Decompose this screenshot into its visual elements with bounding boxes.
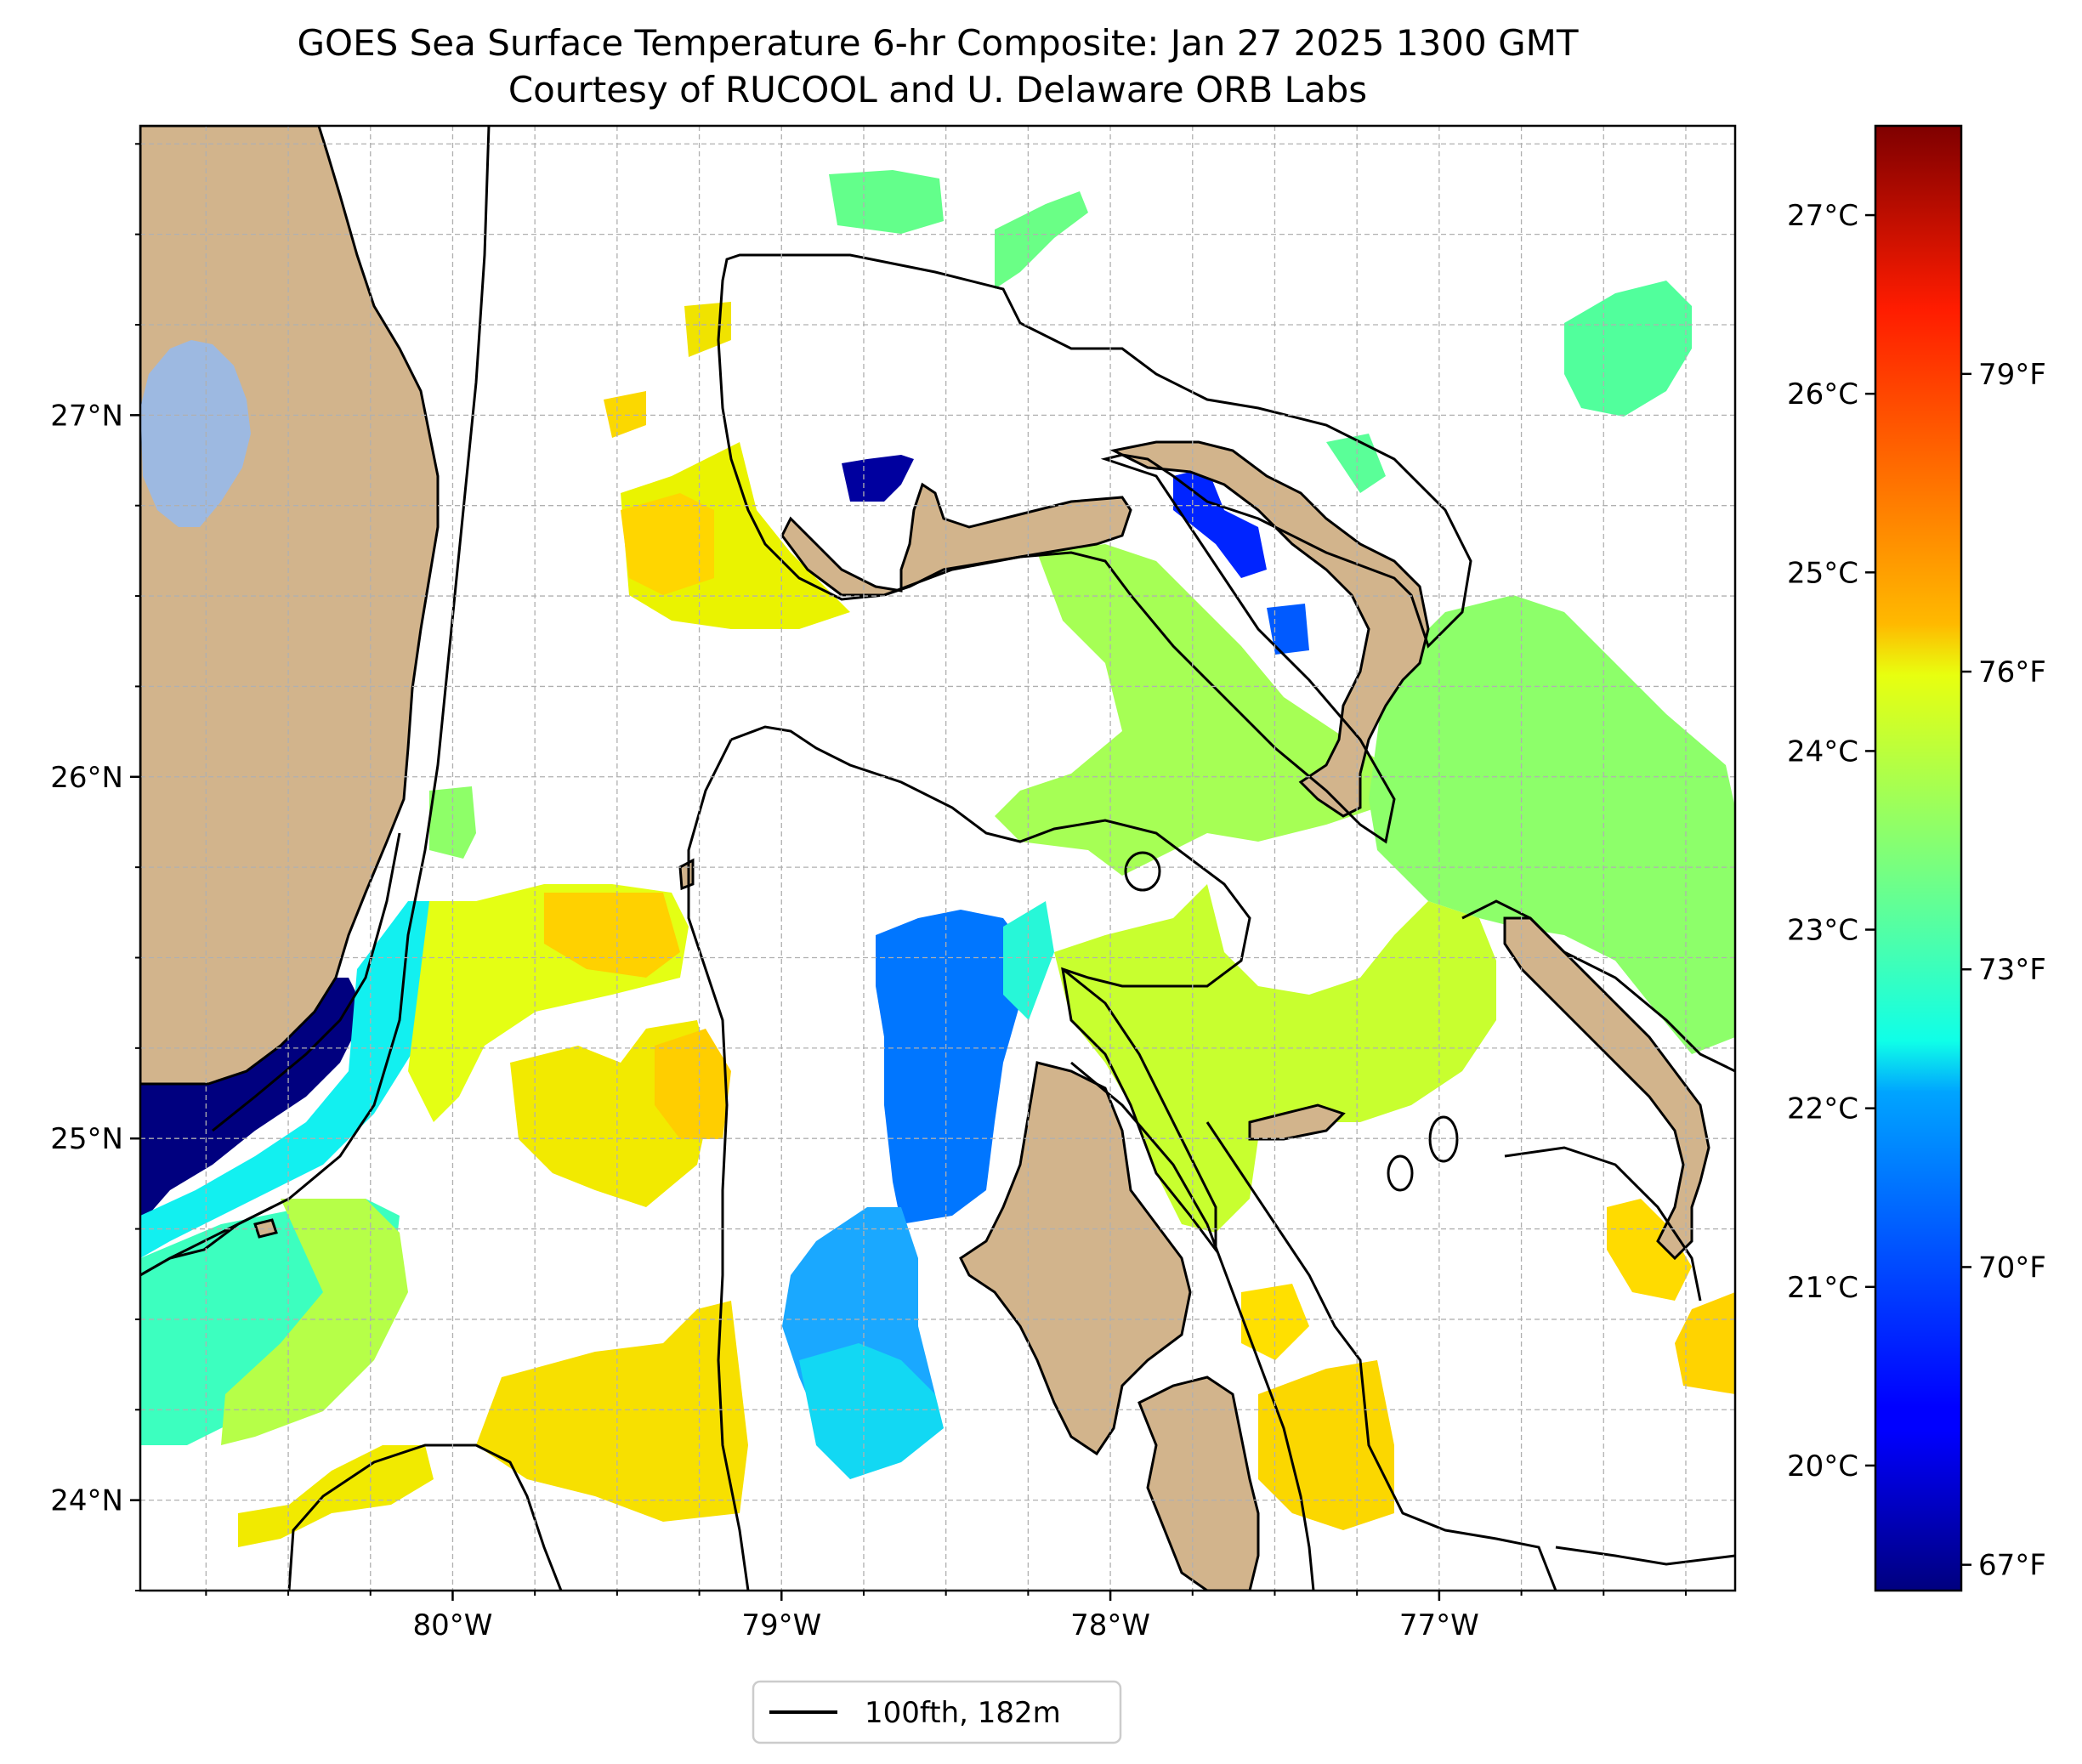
title-line-2: Courtesy of RUCOOL and U. Delaware ORB L… xyxy=(508,69,1367,111)
land-keys-islet xyxy=(253,1218,278,1239)
isobath-exuma xyxy=(1206,1121,1557,1591)
sst-patch-orange-north xyxy=(621,493,714,595)
fahrenheit-tick-label: 70°F xyxy=(1978,1251,2046,1285)
sst-patch-orange-keys xyxy=(655,1029,731,1139)
legend: 100fth, 182m xyxy=(752,1680,1122,1744)
sst-patch-green-east xyxy=(1369,595,1735,1054)
isobath-south-border xyxy=(1555,1546,1735,1566)
title-line-1: GOES Sea Surface Temperature 6-hr Compos… xyxy=(297,22,1578,64)
sst-patch-green-northeast xyxy=(1564,281,1692,417)
isobath-grand-bahama xyxy=(717,253,1472,844)
celsius-tick-label: 22°C xyxy=(1787,1092,1858,1126)
land-andros-south xyxy=(1137,1375,1260,1591)
sst-patch-green-north-1 xyxy=(829,170,944,234)
sst-patch-yellow-southeast-2 xyxy=(1258,1360,1394,1530)
map-axes: 80°W 79°W 78°W 77°W 24°N 25°N 26°N 27°N xyxy=(50,143,1687,1642)
isobath-tongue-of-ocean xyxy=(730,725,1251,1254)
map-plot-area xyxy=(140,126,1735,1591)
sst-patch-yellowgreen-south-main xyxy=(1054,884,1496,1233)
lon-tick-label: 77°W xyxy=(1399,1608,1479,1642)
isobath-100fth xyxy=(140,126,1735,1591)
isobath-tongue-west xyxy=(687,739,750,1591)
isobath-eleuthera-east xyxy=(1461,899,1735,1073)
lon-tick-label: 80°W xyxy=(413,1608,493,1642)
isobath-islet-3 xyxy=(1124,851,1161,892)
fahrenheit-tick-label: 76°F xyxy=(1978,655,2046,689)
sst-patch-cyan-tongue xyxy=(799,1343,944,1479)
sst-patch-orange-bimini xyxy=(544,893,680,978)
celsius-tick-label: 26°C xyxy=(1787,377,1858,411)
isobath-exuma-sound xyxy=(1504,1146,1702,1302)
land-abaco xyxy=(1109,440,1430,818)
sst-patch-yellow-south-central xyxy=(476,1301,748,1522)
isobath-andros-east xyxy=(1070,1061,1315,1591)
colorbar-ticks: 20°C 21°C 22°C 23°C 24°C 25°C 26°C 27°C 67°F 70°F… xyxy=(1787,199,2046,1583)
isobath-florida-keys-inner xyxy=(212,832,401,1132)
sst-patch-blue-north-2 xyxy=(1267,604,1309,655)
sst-patch-yellow-bottom-left xyxy=(238,1445,434,1547)
colorbar: 20°C 21°C 22°C 23°C 24°C 25°C 26°C 27°C 67°F 70°F… xyxy=(1787,124,2046,1592)
land-eleuthera xyxy=(1503,916,1710,1261)
sst-patch-darkblue-north xyxy=(842,455,914,502)
lat-tick-label: 26°N xyxy=(50,761,123,795)
land-andros xyxy=(959,1061,1192,1456)
fahrenheit-tick-label: 73°F xyxy=(1978,953,2046,987)
sst-data-layer xyxy=(140,170,1735,1547)
sst-patch-green-small xyxy=(429,786,476,859)
isobath-islet-1 xyxy=(1428,1115,1459,1163)
fahrenheit-tick-label: 67°F xyxy=(1978,1549,2046,1583)
sst-patch-greenyellow-main xyxy=(995,544,1386,876)
lat-tick-label: 25°N xyxy=(50,1122,123,1156)
lat-tick-label: 27°N xyxy=(50,399,123,433)
sst-patch-yellow-southeast-1 xyxy=(1241,1284,1309,1360)
celsius-tick-label: 23°C xyxy=(1787,914,1858,948)
lat-tick-label: 24°N xyxy=(50,1484,123,1518)
celsius-tick-label: 25°C xyxy=(1787,556,1858,590)
sst-patch-orange-southeast xyxy=(1675,1292,1735,1394)
celsius-tick-label: 27°C xyxy=(1787,199,1858,233)
isobath-cay-sal xyxy=(287,1444,563,1591)
sst-patch-greenyellow-south xyxy=(221,1199,408,1445)
sst-patch-yellow-isle-1 xyxy=(604,391,646,438)
isobath-islet-2 xyxy=(1387,1154,1414,1192)
lon-tick-label: 78°W xyxy=(1070,1608,1150,1642)
sst-patch-cyan-keys xyxy=(140,901,442,1258)
legend-box xyxy=(752,1680,1122,1744)
land-berry-islands xyxy=(1248,1103,1346,1141)
fahrenheit-tick-label: 79°F xyxy=(1978,358,2046,392)
land-layer xyxy=(140,126,1710,1591)
sst-patch-yellow-southeast-3 xyxy=(1607,1199,1692,1301)
celsius-tick-label: 20°C xyxy=(1787,1449,1858,1483)
colorbar-gradient xyxy=(1874,124,1963,1592)
celsius-tick-label: 24°C xyxy=(1787,735,1858,769)
gridlines xyxy=(140,126,1735,1591)
legend-label: 100fth, 182m xyxy=(865,1696,1061,1730)
isobath-cay-sal-bank-west xyxy=(140,1205,273,1277)
lake-okeechobee xyxy=(140,340,251,527)
sst-patch-green-north-2 xyxy=(995,191,1088,289)
lon-tick-label: 79°W xyxy=(741,1608,821,1642)
map-frame xyxy=(139,124,1737,1592)
sst-patch-blue-tongue xyxy=(876,910,1029,1224)
celsius-tick-label: 21°C xyxy=(1787,1271,1858,1305)
